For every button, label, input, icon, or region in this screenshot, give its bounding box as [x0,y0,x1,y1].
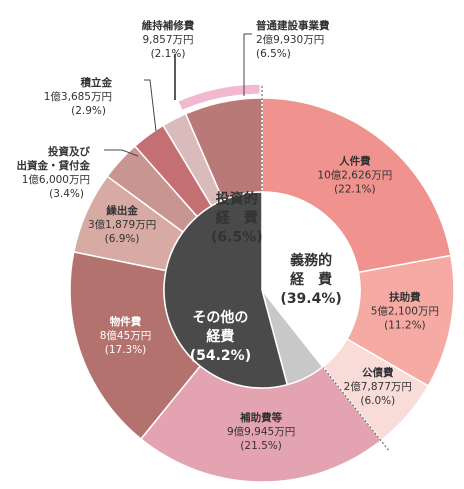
outer-label-8-line-1: 9,857万円 [142,34,193,46]
outer-label-0-line-0: 人件費 [339,155,371,168]
inner-label-2-line-0: その他の [192,309,248,326]
leader-line-9 [243,33,252,96]
outer-label-3-line-1: 9億9,945万円 [227,425,295,438]
outer-label-5-line-2: (6.9%) [105,233,140,245]
outer-label-4-line-0: 物件費 [110,315,142,328]
investment-bracket-line-0 [322,366,391,452]
inner-label-2-line-2: (54.2%) [190,348,251,364]
outer-label-6-line-1: 出資金・貸付金 [17,159,91,172]
leader-line-7 [144,79,157,132]
outer-label-2-line-2: (6.0%) [360,395,395,407]
outer-label-2-line-0: 公債費 [362,366,394,379]
outer-label-5-line-0: 繰出金 [106,204,138,217]
inner-label-1-line-2: (6.5%) [211,229,263,245]
inner-label-0-line-2: (39.4%) [280,291,341,307]
outer-slice-highlight [177,83,261,112]
outer-label-3-line-0: 補助費等 [239,411,282,424]
outer-label-6-line-0: 投資及び [48,145,90,158]
inner-slice-0 [261,191,361,368]
outer-label-7-line-1: 1億3,685万円 [44,90,112,103]
outer-label-6-line-3: (3.4%) [49,188,84,200]
inner-label-0-line-1: 経 費 [290,271,332,288]
outer-label-5-line-1: 3億1,879万円 [88,218,156,231]
outer-label-1-line-2: (11.2%) [384,320,426,332]
outer-label-7-line-0: 積立金 [80,76,113,89]
outer-label-1-line-1: 5億2,100万円 [371,305,439,318]
inner-slice-2 [163,191,289,389]
outer-label-8-line-0: 維持補修費 [142,19,195,32]
leader-line-6 [104,149,139,157]
outer-label-7-line-2: (2.9%) [71,105,106,117]
outer-label-4-line-1: 8億45万円 [100,329,152,342]
outer-label-4-line-2: (17.3%) [105,344,147,356]
outer-label-1-line-0: 扶助費 [389,291,421,304]
inner-label-2-line-1: 経費 [206,328,234,345]
outer-label-2-line-1: 2億7,877万円 [344,380,412,393]
outer-label-8-line-2: (2.1%) [151,48,186,60]
outer-label-6-line-2: 1億6,000万円 [22,173,90,186]
outer-label-3-line-2: (21.5%) [240,440,282,452]
outer-label-9-line-0: 普通建設事業費 [256,19,330,32]
inner-label-1-line-1: 経 費 [216,209,258,226]
inner-label-1-line-0: 投資的 [216,190,258,207]
outer-label-9-line-2: (6.5%) [256,48,291,60]
outer-label-0-line-1: 10億2,626万円 [317,169,392,182]
outer-label-9-line-1: 2億9,930万円 [256,33,324,46]
inner-label-0-line-0: 義務的 [290,252,332,269]
outer-label-0-line-2: (22.1%) [334,184,376,196]
